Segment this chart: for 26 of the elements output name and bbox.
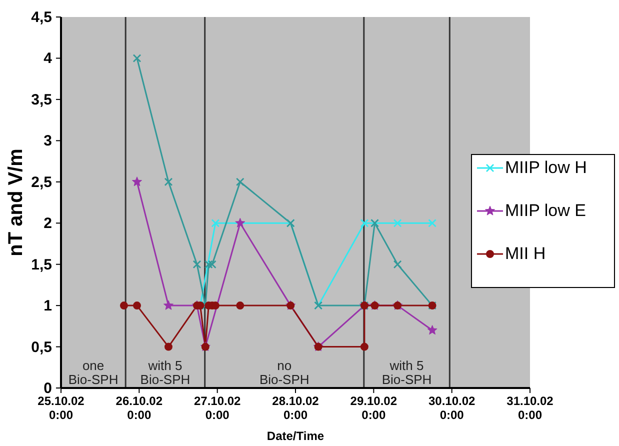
x-tick-label: 26.10.02 0:00 (116, 394, 163, 422)
y-tick-label: 1 (44, 298, 52, 315)
x-tick-label: 25.10.02 0:00 (38, 394, 85, 422)
x-tick-label: 28.10.02 0:00 (272, 394, 320, 422)
x-tick-label: 29.10.02 0:00 (350, 394, 398, 422)
y-tick-label: 1,5 (31, 256, 52, 274)
y-tick-label: 4,5 (31, 9, 52, 26)
x-tick-label: 30.10.02 0:00 (428, 394, 476, 422)
y-tick-label: 4 (44, 50, 53, 68)
x-axis-title: Date/Time (266, 429, 324, 443)
legend-label: MII H (505, 244, 546, 264)
y-tick-label: 3 (44, 132, 52, 150)
y-axis-title: nT and V/m (5, 148, 27, 256)
x-tick-label: 31.10.02 0:00 (506, 394, 554, 422)
legend-label: MIIP low H (505, 158, 587, 178)
annotation: with 5 Bio-SPH (382, 358, 432, 387)
y-tick-label: 3,5 (31, 91, 52, 108)
y-tick-label: 0 (44, 380, 52, 397)
legend-label: MIIP low E (505, 201, 586, 221)
annotation: one Bio-SPH (68, 358, 118, 387)
y-tick-label: 0,5 (31, 338, 52, 356)
annotation: no Bio-SPH (259, 358, 310, 387)
y-tick-label: 2,5 (31, 174, 52, 191)
x-tick-label: 27.10.02 0:00 (194, 394, 242, 422)
annotation: with 5 Bio-SPH (140, 358, 190, 387)
y-tick-label: 2 (44, 215, 52, 232)
